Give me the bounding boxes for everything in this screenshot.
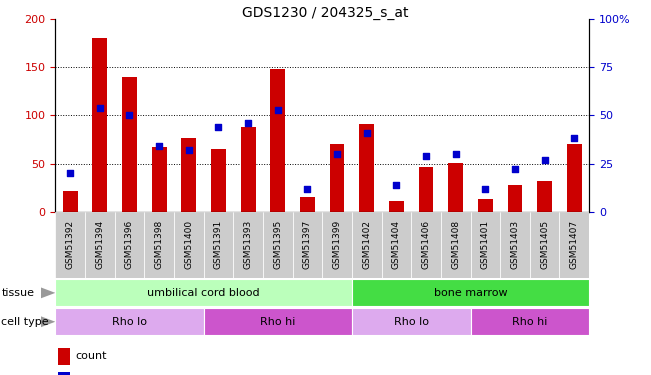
Point (361, 130, 372, 136)
Point (243, 120, 253, 126)
Bar (381, 212, 411, 278)
Bar (55, 279, 352, 306)
Text: GSM51407: GSM51407 (570, 220, 579, 269)
Bar (115, 212, 145, 278)
Bar (352, 308, 471, 335)
Point (480, 186, 491, 192)
Point (450, 151, 461, 157)
Bar (174, 212, 204, 278)
Bar (152, 147, 167, 212)
Point (569, 135, 579, 141)
Polygon shape (41, 316, 55, 327)
Text: GSM51396: GSM51396 (125, 220, 134, 269)
Bar (471, 212, 500, 278)
Bar (449, 163, 463, 212)
Text: Rho lo: Rho lo (394, 317, 429, 327)
Bar (122, 77, 137, 212)
Text: tissue: tissue (1, 288, 35, 298)
Bar (211, 149, 226, 212)
Point (214, 124, 224, 130)
Bar (270, 69, 285, 212)
Text: umbilical cord blood: umbilical cord blood (147, 288, 260, 298)
Text: GSM51402: GSM51402 (362, 220, 371, 269)
Point (94, 105, 105, 111)
Point (421, 153, 431, 159)
Text: GSM51398: GSM51398 (155, 220, 163, 269)
Bar (204, 212, 233, 278)
Bar (478, 200, 493, 212)
Bar (241, 127, 255, 212)
Bar (85, 212, 115, 278)
Bar (508, 185, 522, 212)
Text: GSM51392: GSM51392 (66, 220, 75, 269)
Text: GDS1230 / 204325_s_at: GDS1230 / 204325_s_at (242, 6, 409, 20)
Bar (145, 212, 174, 278)
Bar (55, 212, 85, 278)
Point (124, 112, 135, 118)
Bar (58, 348, 70, 364)
Bar (419, 168, 434, 212)
Bar (567, 144, 582, 212)
Bar (530, 212, 559, 278)
Bar (471, 308, 589, 335)
Bar (441, 212, 471, 278)
Bar (537, 181, 552, 212)
Bar (352, 279, 589, 306)
Bar (500, 212, 530, 278)
Bar (92, 38, 107, 212)
Text: GSM51397: GSM51397 (303, 220, 312, 269)
Bar (559, 212, 589, 278)
Text: cell type: cell type (1, 317, 49, 327)
Text: GSM51394: GSM51394 (95, 220, 104, 269)
Bar (329, 144, 344, 212)
Bar (359, 124, 374, 212)
Point (391, 182, 402, 188)
Bar (233, 212, 263, 278)
Point (332, 151, 342, 157)
Bar (300, 197, 315, 212)
Text: GSM51395: GSM51395 (273, 220, 283, 269)
Text: GSM51399: GSM51399 (333, 220, 342, 269)
Point (65, 170, 76, 176)
Text: GSM51403: GSM51403 (510, 220, 519, 269)
Text: GSM51400: GSM51400 (184, 220, 193, 269)
Bar (182, 138, 196, 212)
Point (184, 147, 194, 153)
Point (302, 186, 312, 192)
Polygon shape (41, 288, 55, 298)
Text: GSM51408: GSM51408 (451, 220, 460, 269)
Point (510, 166, 520, 172)
Bar (263, 212, 292, 278)
Text: GSM51406: GSM51406 (422, 220, 430, 269)
Bar (204, 308, 352, 335)
Text: Rho lo: Rho lo (112, 317, 147, 327)
Text: Rho hi: Rho hi (512, 317, 547, 327)
Text: GSM51391: GSM51391 (214, 220, 223, 269)
Text: Rho hi: Rho hi (260, 317, 296, 327)
Bar (352, 212, 381, 278)
Bar (292, 212, 322, 278)
Point (540, 157, 550, 163)
Text: GSM51404: GSM51404 (392, 220, 401, 269)
Bar (55, 308, 204, 335)
Bar (389, 201, 404, 212)
Bar (411, 212, 441, 278)
Bar (322, 212, 352, 278)
Text: count: count (76, 351, 107, 361)
Point (273, 106, 283, 112)
Bar (62, 190, 77, 212)
Text: GSM51393: GSM51393 (243, 220, 253, 269)
Text: GSM51405: GSM51405 (540, 220, 549, 269)
Bar (58, 372, 70, 375)
Text: GSM51401: GSM51401 (481, 220, 490, 269)
Point (154, 143, 164, 149)
Text: bone marrow: bone marrow (434, 288, 507, 298)
